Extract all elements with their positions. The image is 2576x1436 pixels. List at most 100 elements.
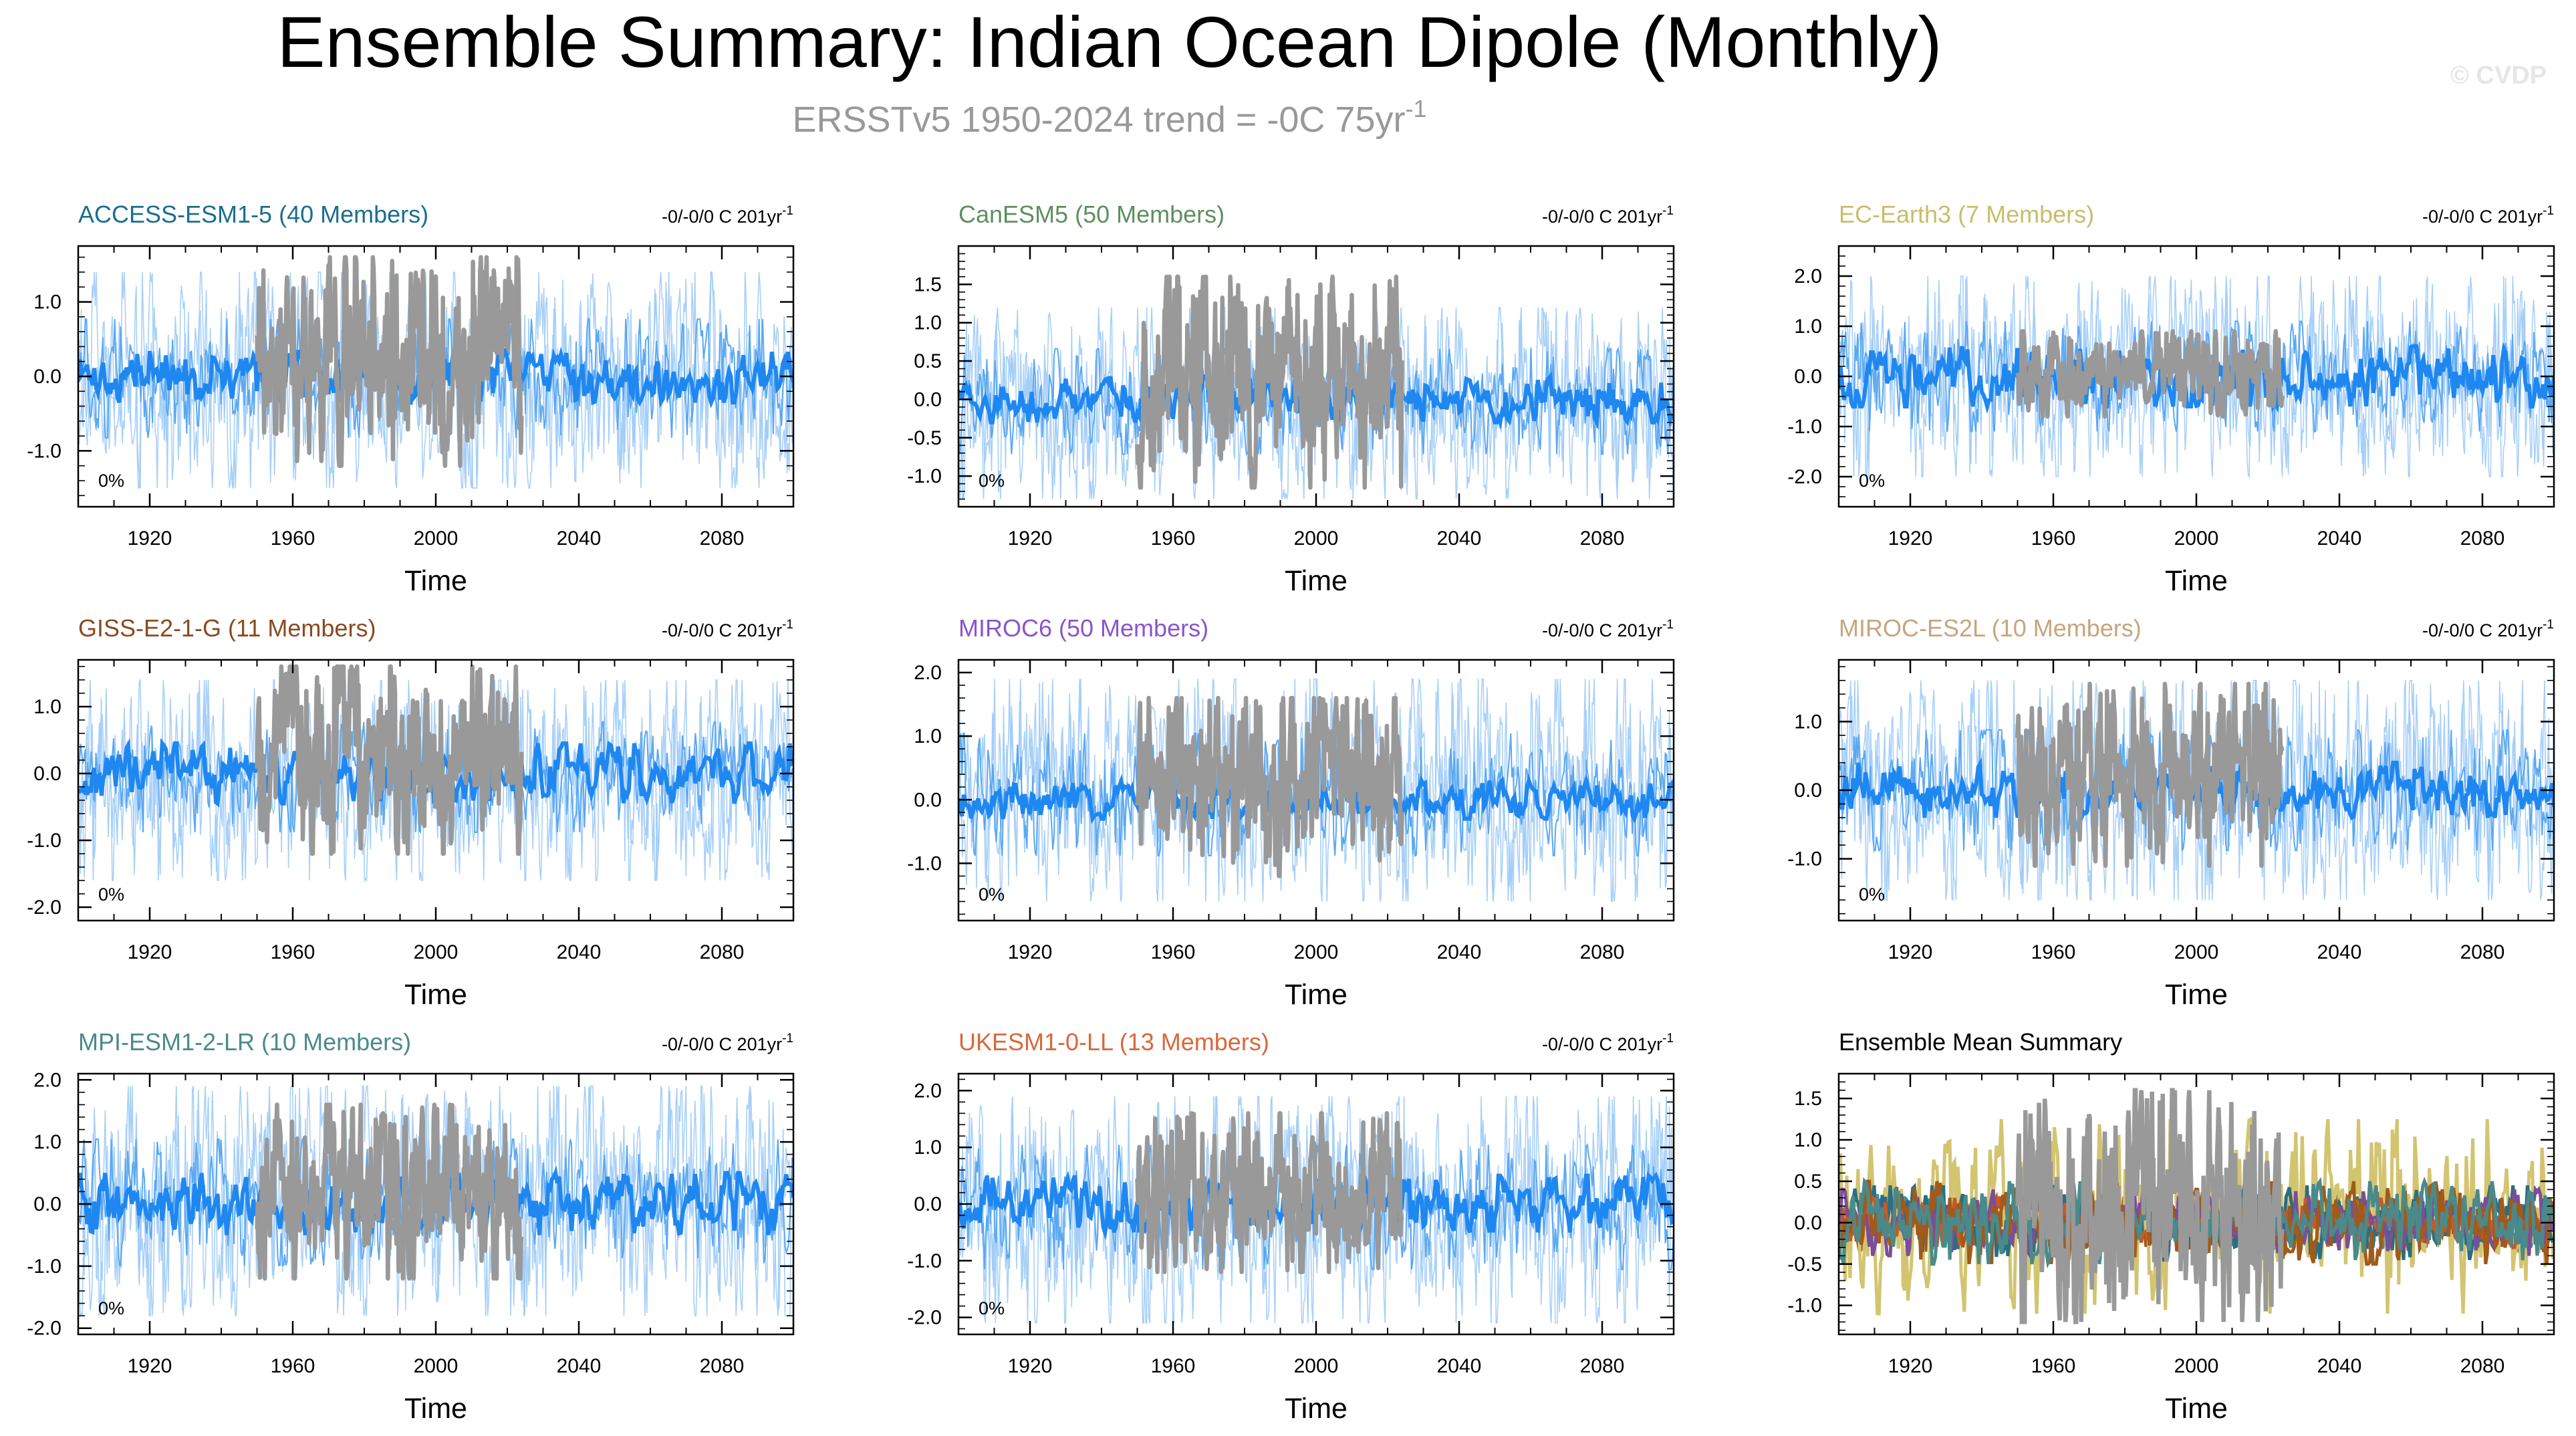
chart-7-x-tick-label: 2080 xyxy=(1580,1355,1625,1377)
chart-6-trend-label: -0/-0/0 C 201yr-1 xyxy=(662,1032,793,1054)
chart-6-x-tick-label: 2080 xyxy=(700,1355,745,1377)
chart-0-y-tick-label: -1.0 xyxy=(27,440,61,462)
chart-3-trend-label: -0/-0/0 C 201yr-1 xyxy=(662,618,793,640)
chart-0-trend-label: -0/-0/0 C 201yr-1 xyxy=(662,204,793,227)
chart-6-x-tick-label: 2040 xyxy=(557,1355,602,1377)
chart-2-x-tick-label: 1960 xyxy=(2031,527,2076,550)
chart-6-x-tick-label: 2000 xyxy=(414,1355,459,1377)
chart-3-x-tick-label: 1960 xyxy=(271,941,315,963)
chart-0-title: ACCESS-ESM1-5 (40 Members) xyxy=(78,201,428,228)
chart-3-y-tick-label: -2.0 xyxy=(27,896,61,919)
chart-2-y-tick-label: 0.0 xyxy=(1794,366,1822,388)
chart-3: GISS-E2-1-G (11 Members) -0/-0/0 C 201yr-… xyxy=(27,614,795,1011)
chart-1-y-tick-label: -0.5 xyxy=(907,427,942,449)
chart-3-x-tick-label: 1920 xyxy=(128,941,172,963)
chart-1-x-tick-label: 2080 xyxy=(1580,527,1625,550)
chart-4-x-tick-label: 2080 xyxy=(1580,941,1625,963)
chart-4: MIROC6 (50 Members) -0/-0/0 C 201yr-1 1920… xyxy=(907,614,1675,1011)
chart-7-trend-label: -0/-0/0 C 201yr-1 xyxy=(1542,1032,1674,1054)
chart-0-x-tick-label: 2080 xyxy=(700,527,745,550)
chart-8-y-tick-label: 0.5 xyxy=(1794,1171,1822,1193)
chart-2-x-tick-label: 2000 xyxy=(2174,527,2219,550)
chart-2-trend-label: -0/-0/0 C 201yr-1 xyxy=(2422,204,2554,227)
chart-7-x-tick-label: 1920 xyxy=(1008,1355,1053,1377)
chart-4-observed-line xyxy=(1135,695,1404,878)
chart-7-x-tick-label: 2000 xyxy=(1294,1355,1339,1377)
chart-5-x-axis-label: Time xyxy=(2165,979,2228,1011)
chart-4-percent-label: 0% xyxy=(979,884,1005,905)
chart-2-x-axis-label: Time xyxy=(2165,565,2228,597)
chart-1-x-tick-label: 1960 xyxy=(1151,527,1196,550)
chart-3-y-tick-label: 0.0 xyxy=(33,763,61,785)
chart-0: ACCESS-ESM1-5 (40 Members) -0/-0/0 C 201y… xyxy=(27,201,795,597)
chart-6-x-tick-label: 1960 xyxy=(271,1355,315,1377)
chart-0-x-tick-label: 2040 xyxy=(557,527,602,550)
chart-0-x-axis-label: Time xyxy=(404,565,467,597)
chart-2-x-tick-label: 2080 xyxy=(2460,527,2505,550)
chart-5-percent-label: 0% xyxy=(1859,884,1885,905)
chart-6-y-tick-label: -2.0 xyxy=(27,1318,61,1340)
chart-3-percent-label: 0% xyxy=(98,884,124,905)
chart-1-y-tick-label: 0.0 xyxy=(914,388,942,410)
chart-7: UKESM1-0-LL (13 Members) -0/-0/0 C 201yr-… xyxy=(907,1028,1675,1425)
chart-2-ensemble-spread-1 xyxy=(1839,275,2554,477)
chart-6-y-tick-label: 2.0 xyxy=(33,1069,61,1091)
chart-5-plot-area xyxy=(1839,680,2554,902)
chart-5-x-tick-label: 1960 xyxy=(2031,941,2076,963)
chart-8-x-tick-label: 2080 xyxy=(2460,1355,2505,1377)
figure-subtitle: ERSSTv5 1950-2024 trend = -0C 75yr-1 xyxy=(792,95,1426,140)
chart-3-x-tick-label: 2080 xyxy=(700,941,745,963)
chart-3-observed-line xyxy=(255,664,524,856)
chart-5-x-tick-label: 2000 xyxy=(2174,941,2219,963)
chart-4-y-tick-label: 0.0 xyxy=(914,789,942,811)
chart-6-x-tick-label: 1920 xyxy=(128,1355,172,1377)
chart-2-y-tick-label: 2.0 xyxy=(1794,265,1822,287)
chart-5-observed-line xyxy=(2015,681,2285,868)
chart-6-y-tick-label: 1.0 xyxy=(33,1131,61,1153)
chart-7-x-axis-label: Time xyxy=(1285,1393,1347,1425)
chart-2: EC-Earth3 (7 Members) -0/-0/0 C 201yr-1 19… xyxy=(1787,201,2555,597)
chart-5-title: MIROC-ES2L (10 Members) xyxy=(1839,614,2142,642)
chart-7-y-tick-label: -2.0 xyxy=(907,1307,942,1329)
chart-8-x-tick-label: 1920 xyxy=(1888,1355,1933,1377)
chart-6-observed-line xyxy=(255,1102,524,1281)
chart-3-plot-area xyxy=(78,664,793,882)
chart-2-x-tick-label: 2040 xyxy=(2317,527,2362,550)
chart-1-y-tick-label: 0.5 xyxy=(914,350,942,372)
chart-4-y-tick-label: 2.0 xyxy=(914,662,942,684)
chart-4-trend-label: -0/-0/0 C 201yr-1 xyxy=(1542,618,1674,640)
chart-2-percent-label: 0% xyxy=(1859,471,1885,491)
chart-8-y-tick-label: -1.0 xyxy=(1787,1295,1822,1317)
chart-1-trend-label: -0/-0/0 C 201yr-1 xyxy=(1542,204,1674,227)
chart-8-y-tick-label: -0.5 xyxy=(1787,1253,1822,1276)
chart-0-plot-area xyxy=(78,255,793,490)
chart-3-x-tick-label: 2040 xyxy=(557,941,602,963)
chart-8-plot-area xyxy=(1839,1088,2554,1324)
chart-7-title: UKESM1-0-LL (13 Members) xyxy=(958,1028,1269,1056)
chart-8-y-tick-label: 0.0 xyxy=(1794,1212,1822,1234)
chart-4-y-tick-label: -1.0 xyxy=(907,852,942,874)
chart-4-x-tick-label: 2000 xyxy=(1294,941,1339,963)
chart-1-x-tick-label: 1920 xyxy=(1008,527,1053,550)
chart-4-plot-area xyxy=(958,678,1674,903)
chart-2-y-tick-label: 1.0 xyxy=(1794,316,1822,338)
chart-6-x-axis-label: Time xyxy=(404,1393,467,1425)
chart-7-x-tick-label: 1960 xyxy=(1151,1355,1196,1377)
chart-4-title: MIROC6 (50 Members) xyxy=(958,614,1208,642)
chart-8: Ensemble Mean Summary 1920 1960 2000 2040 208… xyxy=(1787,1028,2555,1425)
chart-0-x-tick-label: 1920 xyxy=(128,527,172,550)
chart-3-title: GISS-E2-1-G (11 Members) xyxy=(78,614,376,642)
chart-7-y-tick-label: 0.0 xyxy=(914,1193,942,1215)
chart-8-x-tick-label: 1960 xyxy=(2031,1355,2076,1377)
chart-8-series-line-8 xyxy=(2015,1088,2285,1324)
chart-7-percent-label: 0% xyxy=(979,1298,1005,1318)
chart-8-x-tick-label: 2040 xyxy=(2317,1355,2362,1377)
chart-6-plot-area xyxy=(78,1085,793,1318)
chart-1: CanESM5 (50 Members) -0/-0/0 C 201yr-1 192… xyxy=(907,201,1675,597)
chart-3-x-axis-label: Time xyxy=(404,979,467,1011)
chart-3-y-tick-label: 1.0 xyxy=(33,696,61,718)
chart-7-observed-line xyxy=(1135,1111,1404,1274)
chart-8-x-tick-label: 2000 xyxy=(2174,1355,2219,1377)
chart-6: MPI-ESM1-2-LR (10 Members) -0/-0/0 C 201y… xyxy=(27,1028,795,1425)
chart-5: MIROC-ES2L (10 Members) -0/-0/0 C 201yr-1… xyxy=(1787,614,2555,1011)
